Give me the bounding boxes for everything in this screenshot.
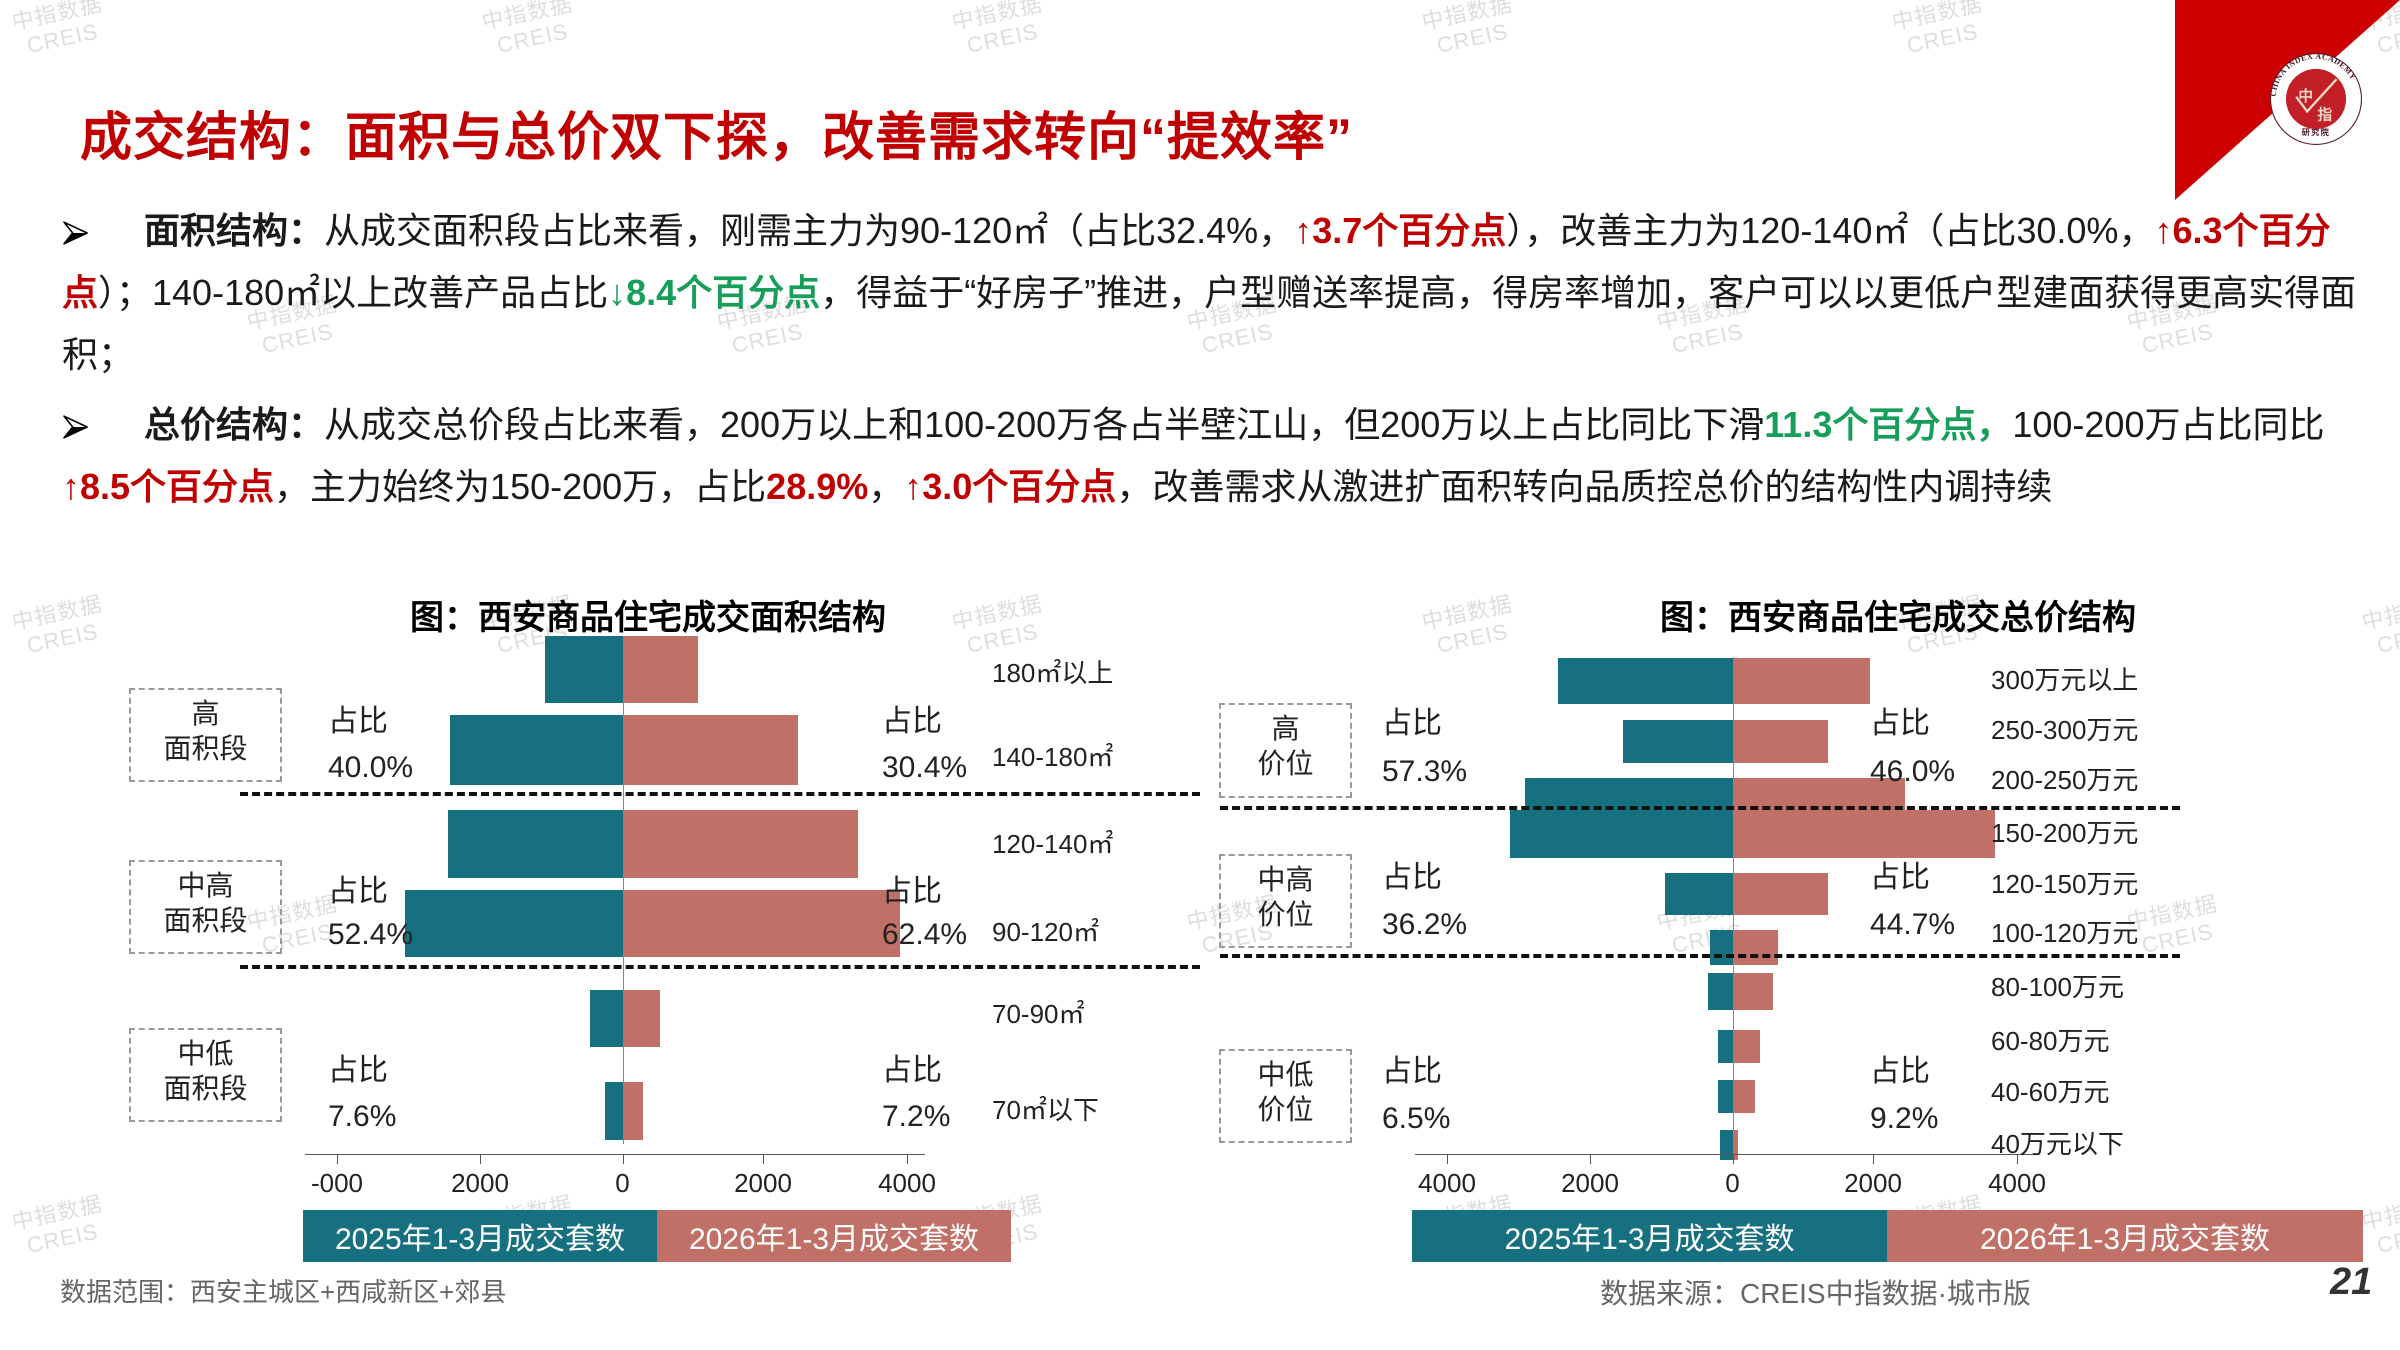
- svg-text:指: 指: [2317, 106, 2332, 124]
- svg-text:中: 中: [2298, 87, 2313, 105]
- svg-text:研究院: 研究院: [2302, 127, 2331, 137]
